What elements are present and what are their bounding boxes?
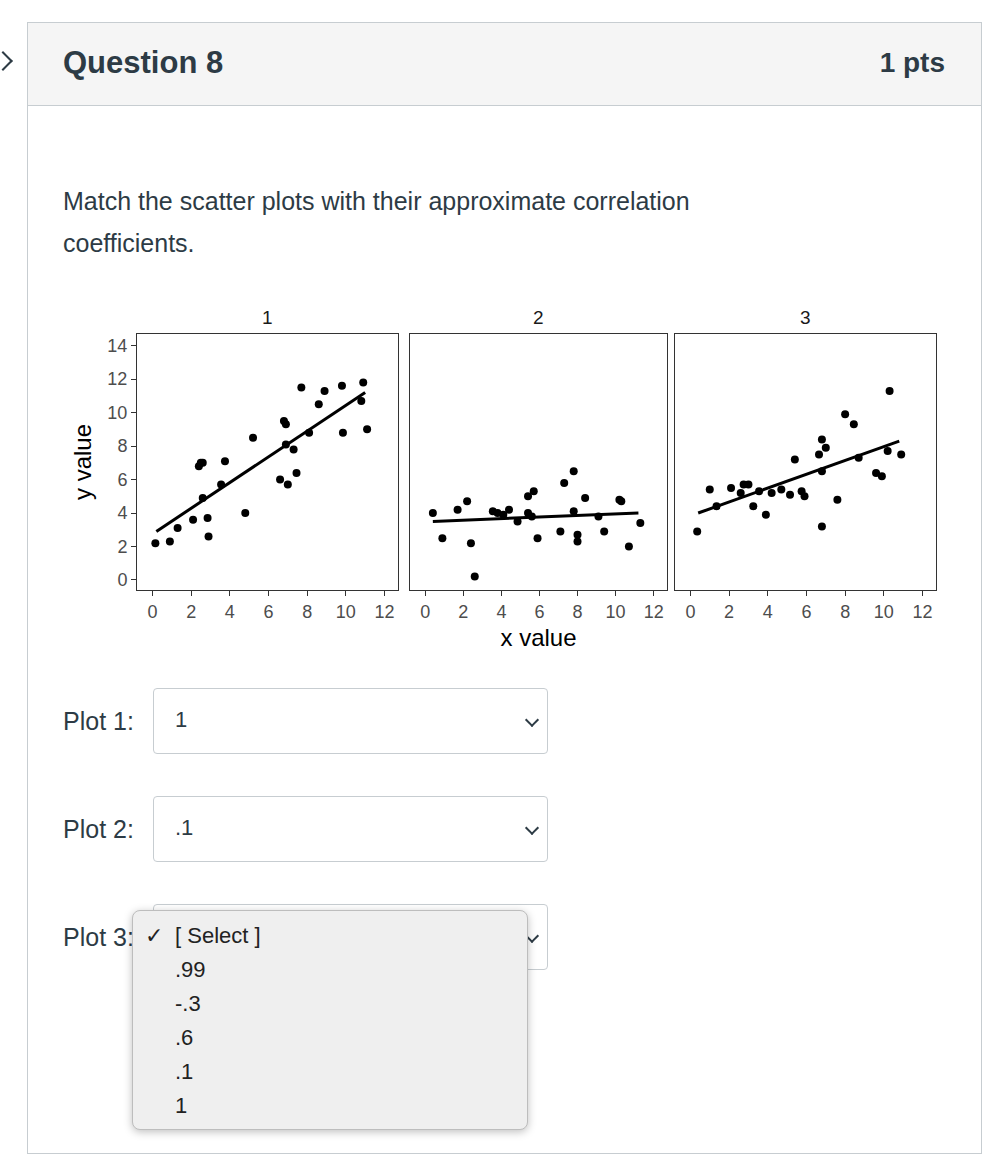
html-text:[ Select ]: [ Select ] — [175, 923, 261, 948]
svg-text:2: 2 — [458, 602, 468, 622]
svg-text:0: 0 — [117, 570, 127, 590]
svg-text:x value: x value — [500, 624, 576, 651]
html-text:Match the scatter plots with t: Match the scatter plots with their appro… — [63, 187, 690, 257]
svg-text:4: 4 — [225, 602, 235, 622]
html-text:1 pts: 1 pts — [879, 47, 945, 78]
svg-text:6: 6 — [534, 602, 544, 622]
svg-text:12: 12 — [912, 602, 932, 622]
svg-text:2: 2 — [533, 307, 544, 328]
html-text:.99: .99 — [175, 957, 206, 982]
html-text:Question 8: Question 8 — [63, 45, 224, 80]
svg-text:0: 0 — [685, 602, 695, 622]
svg-text:2: 2 — [724, 602, 734, 622]
html-text:1: 1 — [175, 1093, 188, 1118]
html-text:-.3: -.3 — [175, 991, 201, 1016]
svg-text:10: 10 — [107, 403, 127, 423]
svg-text:10: 10 — [874, 602, 894, 622]
svg-text:8: 8 — [573, 602, 583, 622]
html-text:.1: .1 — [175, 1059, 194, 1084]
svg-text:2: 2 — [117, 537, 127, 557]
html-text:1: 1 — [175, 707, 188, 732]
svg-text:14: 14 — [107, 336, 127, 356]
svg-text:8: 8 — [117, 436, 127, 456]
svg-text:0: 0 — [420, 602, 430, 622]
svg-text:6: 6 — [263, 602, 273, 622]
svg-text:6: 6 — [801, 602, 811, 622]
html-text:Plot 2:: Plot 2: — [63, 815, 134, 843]
svg-text:8: 8 — [302, 602, 312, 622]
svg-text:8: 8 — [840, 602, 850, 622]
svg-text:10: 10 — [336, 602, 356, 622]
svg-text:2: 2 — [186, 602, 196, 622]
html-text:Plot 3:: Plot 3: — [63, 923, 134, 951]
html-text:.1: .1 — [175, 815, 194, 840]
svg-text:3: 3 — [800, 307, 811, 328]
html-text:Plot 1:: Plot 1: — [63, 707, 134, 735]
svg-text:12: 12 — [374, 602, 394, 622]
svg-text:12: 12 — [644, 602, 664, 622]
svg-text:10: 10 — [606, 602, 626, 622]
svg-text:0: 0 — [147, 602, 157, 622]
svg-text:y value: y value — [69, 424, 96, 500]
svg-text:4: 4 — [496, 602, 506, 622]
svg-text:12: 12 — [107, 369, 127, 389]
svg-text:1: 1 — [262, 307, 273, 328]
svg-text:4: 4 — [117, 503, 127, 523]
html-text:.6: .6 — [175, 1025, 194, 1050]
svg-text:6: 6 — [117, 470, 127, 490]
svg-text:4: 4 — [763, 602, 773, 622]
